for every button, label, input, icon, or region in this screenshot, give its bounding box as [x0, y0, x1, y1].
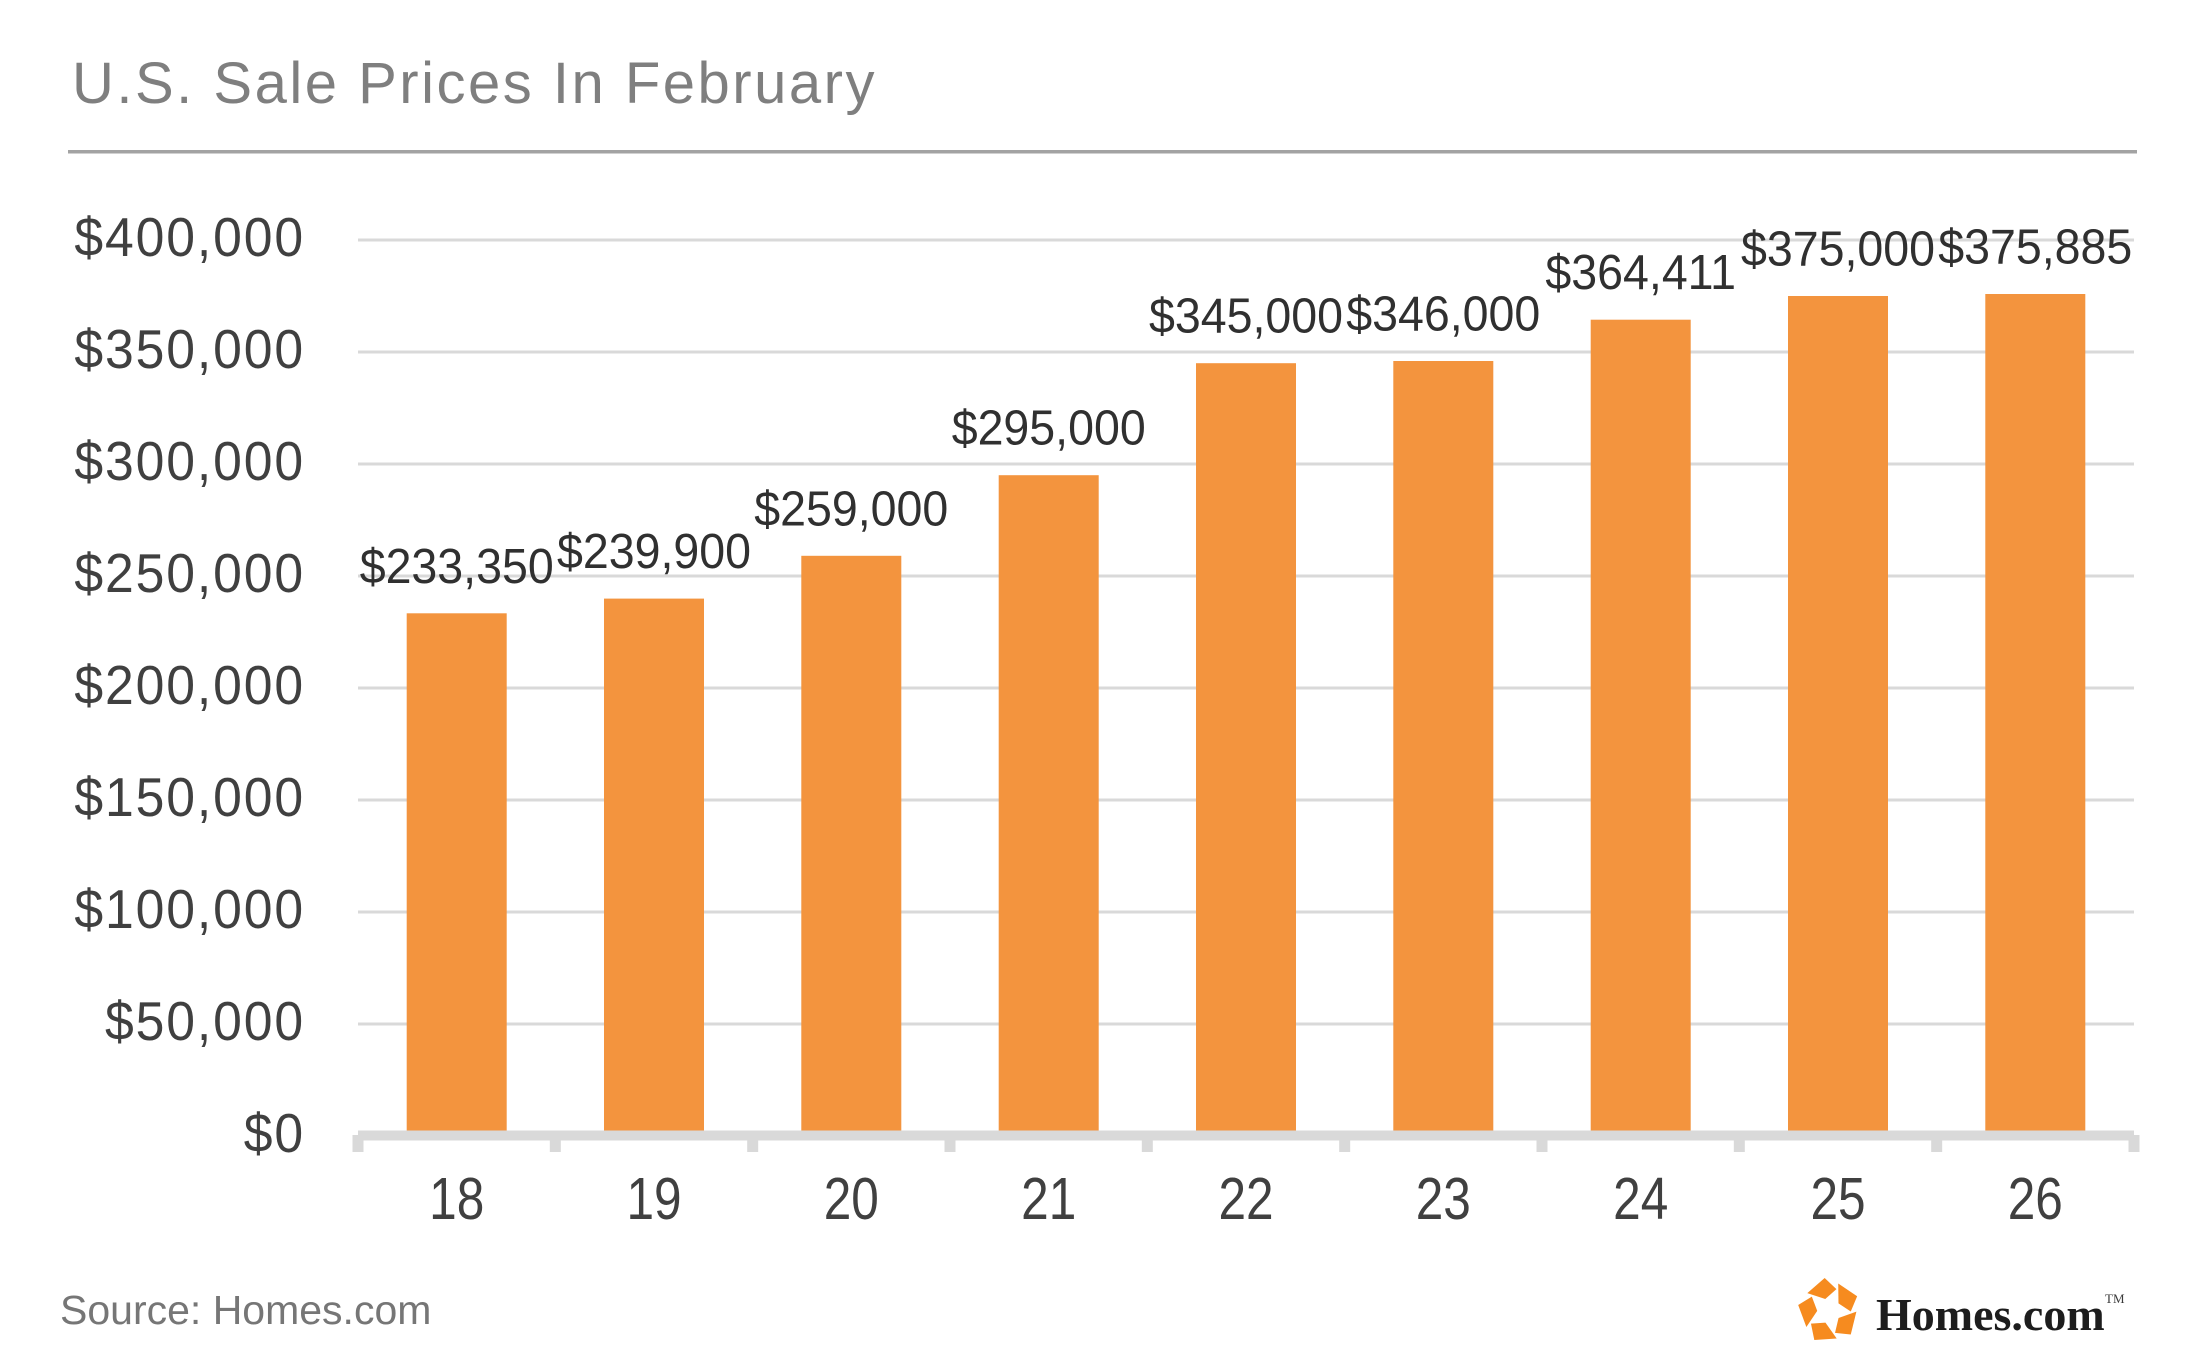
- svg-text:$375,885: $375,885: [1938, 220, 2132, 275]
- svg-text:$346,000: $346,000: [1346, 287, 1540, 342]
- svg-text:Homes.com: Homes.com: [1876, 1289, 2105, 1340]
- svg-text:$400,000: $400,000: [74, 208, 305, 269]
- svg-text:$364,411: $364,411: [1545, 246, 1736, 301]
- svg-text:$300,000: $300,000: [74, 432, 305, 493]
- svg-text:22: 22: [1218, 1166, 1273, 1232]
- svg-text:U.S. Sale Prices In February: U.S. Sale Prices In February: [72, 51, 877, 116]
- svg-text:$375,000: $375,000: [1741, 222, 1935, 277]
- svg-text:$150,000: $150,000: [74, 768, 305, 829]
- svg-text:24: 24: [1613, 1166, 1668, 1232]
- svg-text:$295,000: $295,000: [952, 401, 1146, 456]
- svg-text:$50,000: $50,000: [105, 992, 305, 1053]
- svg-text:18: 18: [429, 1166, 484, 1232]
- svg-text:26: 26: [2008, 1166, 2063, 1232]
- svg-text:$345,000: $345,000: [1149, 289, 1343, 344]
- svg-text:$200,000: $200,000: [74, 656, 305, 717]
- svg-text:$233,350: $233,350: [360, 540, 554, 595]
- svg-text:$0: $0: [244, 1104, 305, 1165]
- svg-text:25: 25: [1810, 1166, 1865, 1232]
- svg-text:21: 21: [1021, 1166, 1076, 1232]
- svg-text:$239,900: $239,900: [557, 525, 751, 580]
- svg-text:$350,000: $350,000: [74, 320, 305, 381]
- svg-text:23: 23: [1416, 1166, 1471, 1232]
- svg-text:$100,000: $100,000: [74, 880, 305, 941]
- svg-text:$250,000: $250,000: [74, 544, 305, 605]
- svg-text:Source: Homes.com: Source: Homes.com: [60, 1287, 431, 1333]
- svg-text:20: 20: [824, 1166, 879, 1232]
- svg-text:TM: TM: [2105, 1291, 2125, 1306]
- svg-text:$259,000: $259,000: [754, 482, 948, 537]
- svg-text:19: 19: [626, 1166, 681, 1232]
